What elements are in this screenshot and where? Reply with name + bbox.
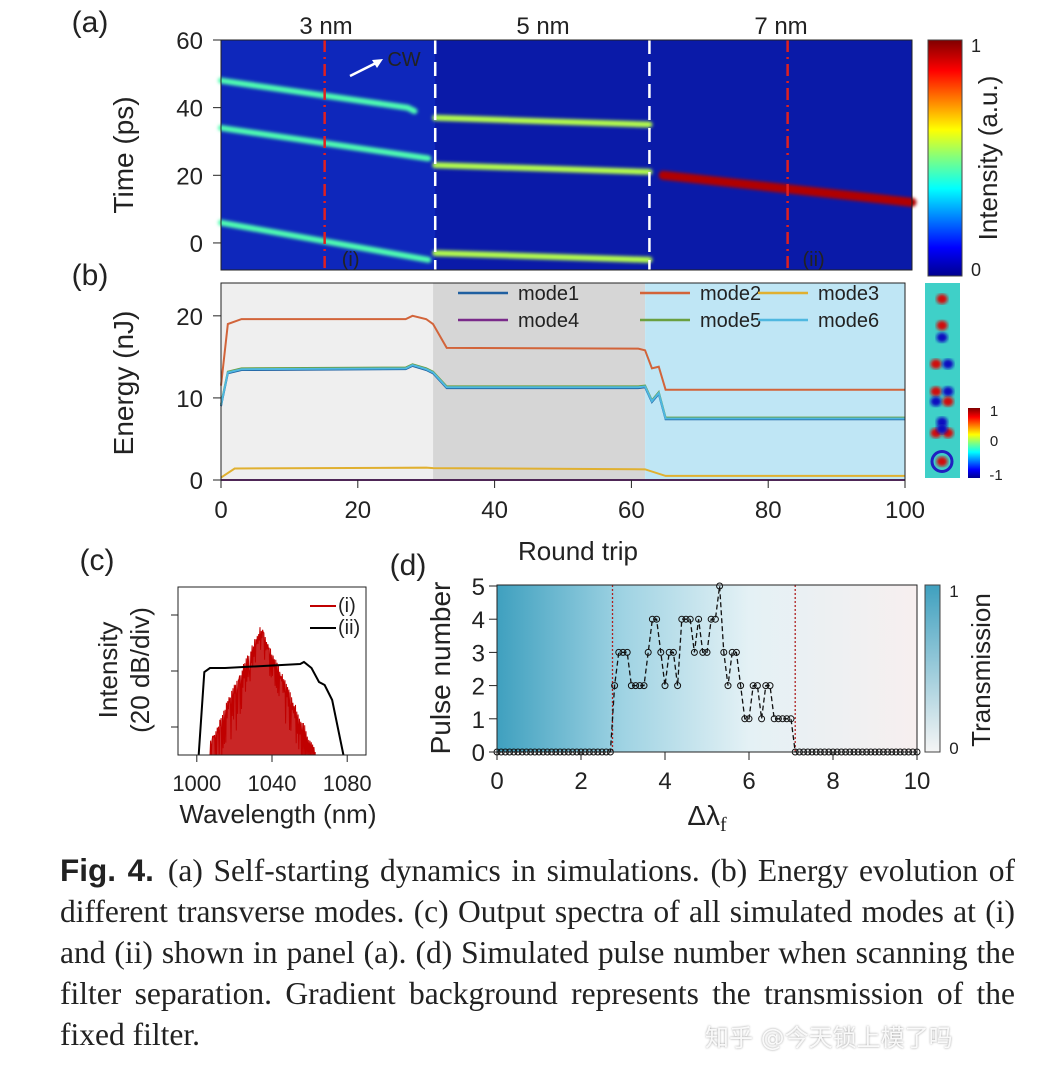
series-line-i <box>210 627 315 755</box>
x-axis-label: Δλf <box>687 800 727 836</box>
y-axis-label-line1: Intensity <box>93 622 123 719</box>
y-axis-label: Pulse number <box>425 582 456 755</box>
mode-lobe <box>943 387 954 397</box>
y-tick-label: 40 <box>176 96 203 123</box>
mode-lobe <box>931 359 942 369</box>
mode-profiles-background <box>925 283 960 478</box>
colorbar-max: 1 <box>949 582 958 601</box>
mode-lobe <box>937 321 948 331</box>
y-tick-label: 1 <box>472 707 485 734</box>
section-label: 3 nm <box>299 13 352 40</box>
section-label: 7 nm <box>754 13 807 40</box>
y-tick-label: 60 <box>176 28 203 55</box>
watermark: 知乎 @今天锁上模了吗 <box>705 1018 953 1053</box>
colorbar-label: Intensity (a.u.) <box>973 76 1003 241</box>
y-axis-label: Energy (nJ) <box>108 311 139 456</box>
x-tick-label: 4 <box>658 768 671 795</box>
transmission-background <box>497 585 917 752</box>
y-tick-label: 3 <box>472 640 485 667</box>
x-tick-label: 8 <box>826 768 839 795</box>
mode-colorbar-mid: 0 <box>990 433 998 450</box>
y-axis-label-line2: (20 dB/div) <box>125 607 155 733</box>
y-tick-label: 20 <box>176 163 203 190</box>
x-axis-label-main: Δλ <box>687 800 720 831</box>
mode-lobe <box>937 424 948 434</box>
colorbar-min: 0 <box>949 739 958 758</box>
x-tick-label: 2 <box>574 768 587 795</box>
x-tick-label: 0 <box>214 497 227 524</box>
panel-c: 1000 1040 1080 Wavelength (nm) Intensity(20 … <box>80 544 377 829</box>
legend-label: mode4 <box>518 310 579 332</box>
x-tick-label: 1040 <box>248 771 297 796</box>
mode-colorbar-max: 1 <box>990 403 998 420</box>
legend-label: mode6 <box>818 310 879 332</box>
x-tick-label: 0 <box>490 768 503 795</box>
legend-label: mode5 <box>700 310 761 332</box>
mode-lobe <box>937 294 948 304</box>
x-tick-label: 1000 <box>172 771 221 796</box>
y-axis-label: Intensity(20 dB/div) <box>93 607 155 733</box>
x-tick-label: 80 <box>755 497 782 524</box>
colorbar-label: Transmission <box>966 593 996 747</box>
panel-a: (i) (ii) 3 nm 5 nm 7 nm CW 0 20 40 60 Time (ps) (a)… <box>72 6 1003 280</box>
panel-d: 0123450 2 4 6 8 10ΔλfPulse number(d)10Transmi… <box>390 549 996 836</box>
colorbar-max: 1 <box>971 36 981 56</box>
x-tick-label: 6 <box>742 768 755 795</box>
cw-label: CW <box>387 49 420 71</box>
colorbar <box>928 40 962 276</box>
colorbar-min: 0 <box>971 260 981 280</box>
mode-lobe <box>931 397 942 407</box>
section-label: 5 nm <box>516 13 569 40</box>
panel-label: (b) <box>72 259 109 292</box>
colorbar <box>925 585 940 752</box>
legend-label: mode2 <box>700 283 761 305</box>
y-tick-label: 4 <box>472 607 485 634</box>
x-axis-label-subscript: f <box>720 814 727 836</box>
legend-label: mode3 <box>818 283 879 305</box>
caption-label: Fig. 4. <box>60 852 154 888</box>
marker-label: (i) <box>342 249 360 271</box>
panel-label: (d) <box>390 549 427 582</box>
x-tick-label: 20 <box>344 497 371 524</box>
mode-lobe <box>937 333 948 343</box>
x-axis-label: Wavelength (nm) <box>180 799 377 829</box>
x-tick-label: 40 <box>481 497 508 524</box>
panel-label: (c) <box>80 544 115 577</box>
mode-lobe <box>931 387 942 397</box>
mode-lobe <box>937 457 948 467</box>
panel-b: mode1 mode4 mode2 mode5 mode3 mode6 0 20 40 60 80 1… <box>72 259 1003 566</box>
legend-label: (i) <box>338 595 356 617</box>
x-tick-label: 60 <box>618 497 645 524</box>
panel-label: (a) <box>72 6 109 39</box>
x-tick-label: 1080 <box>323 771 372 796</box>
y-tick-label: 0 <box>190 231 203 258</box>
legend-label: (ii) <box>338 617 360 639</box>
y-tick-label: 20 <box>176 304 203 331</box>
y-tick-label: 10 <box>176 386 203 413</box>
mode-colorbar-min: -1 <box>989 467 1002 484</box>
marker-label: (ii) <box>803 249 825 271</box>
y-tick-label: 5 <box>472 574 485 601</box>
y-tick-label: 2 <box>472 674 485 701</box>
mode-lobe <box>943 359 954 369</box>
legend-label: mode1 <box>518 283 579 305</box>
x-tick-label: 100 <box>885 497 925 524</box>
mode-colorbar <box>968 408 980 478</box>
mode-lobe <box>943 397 954 407</box>
x-tick-label: 10 <box>904 768 931 795</box>
y-tick-label: 0 <box>190 468 203 495</box>
x-axis-label: Round trip <box>518 536 638 566</box>
y-tick-label: 0 <box>472 740 485 767</box>
y-axis-label: Time (ps) <box>108 96 139 213</box>
region-3nm <box>221 283 433 480</box>
